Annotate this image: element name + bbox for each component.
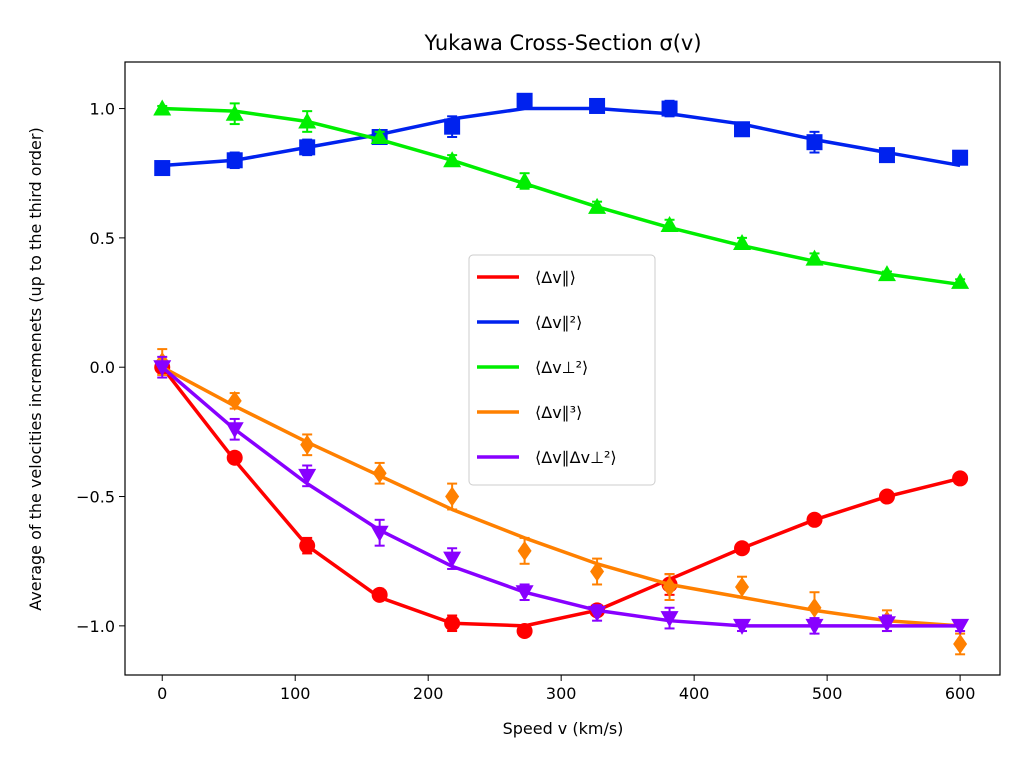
data-point-0 — [952, 470, 969, 487]
y-axis-label: Average of the velocities incremenets (u… — [26, 127, 45, 610]
plot-area: 0 100 200 300 400 500 600 −1.0 −0.5 0.0 0.5 1.0 — [76, 61, 1001, 703]
x-tick-label: 100 — [280, 684, 311, 703]
data-point-4 — [660, 611, 679, 628]
data-point-2 — [805, 249, 824, 266]
data-point-3 — [517, 540, 532, 561]
data-point-3 — [953, 633, 968, 654]
data-point-0 — [371, 586, 388, 603]
data-point-0 — [444, 615, 461, 632]
legend-label: ⟨Δv⊥²⟩ — [535, 358, 588, 377]
chart-title: Yukawa Cross-Section σ(v) — [423, 31, 701, 55]
data-point-1 — [806, 134, 823, 151]
y-tick-label: −0.5 — [76, 488, 115, 507]
series-line-0 — [160, 366, 961, 628]
data-point-4 — [588, 605, 607, 622]
data-point-1 — [154, 160, 171, 177]
data-point-3 — [372, 463, 387, 484]
data-point-2 — [951, 272, 970, 289]
data-point-2 — [588, 197, 607, 214]
data-point-4 — [805, 618, 824, 635]
y-tick-label: 0.0 — [90, 358, 115, 377]
data-point-1 — [952, 149, 969, 166]
legend-label: ⟨Δv∥⟩ — [535, 268, 576, 287]
x-tick-label: 600 — [945, 684, 976, 703]
data-point-3 — [300, 434, 315, 455]
x-tick-label: 500 — [812, 684, 843, 703]
series-line-1 — [162, 106, 961, 168]
data-point-3 — [590, 561, 605, 582]
x-tick-label: 400 — [679, 684, 710, 703]
data-point-4 — [443, 551, 462, 568]
axes-frame — [124, 61, 1001, 676]
x-tick-label: 300 — [546, 684, 577, 703]
data-point-2 — [660, 215, 679, 232]
data-point-3 — [227, 390, 242, 411]
y-tick-label: −1.0 — [76, 617, 115, 636]
x-tick-label: 0 — [157, 684, 167, 703]
data-point-1 — [444, 118, 461, 135]
data-point-2 — [443, 151, 462, 168]
series-line-3 — [161, 365, 961, 628]
data-point-1 — [226, 152, 243, 169]
data-point-0 — [806, 511, 823, 528]
data-point-4 — [153, 360, 172, 377]
data-point-2 — [225, 104, 244, 121]
data-point-0 — [878, 488, 895, 505]
data-point-4 — [298, 468, 317, 485]
data-point-2 — [298, 112, 317, 129]
data-point-4 — [370, 525, 389, 542]
legend-label: ⟨Δv∥Δv⊥²⟩ — [535, 448, 617, 467]
series-line-4 — [161, 365, 961, 628]
data-point-3 — [807, 597, 822, 618]
y-tick-label: 1.0 — [90, 100, 115, 119]
data-point-4 — [877, 616, 896, 633]
data-point-2 — [370, 128, 389, 145]
data-point-4 — [515, 585, 534, 602]
data-point-1 — [589, 97, 606, 114]
data-point-1 — [299, 139, 316, 156]
data-point-2 — [153, 99, 172, 116]
x-tick-label: 200 — [413, 684, 444, 703]
data-point-1 — [878, 147, 895, 164]
data-point-1 — [661, 100, 678, 117]
data-point-3 — [735, 577, 750, 598]
legend-box — [468, 254, 656, 486]
data-point-2 — [877, 265, 896, 282]
data-point-0 — [734, 540, 751, 557]
data-point-0 — [226, 449, 243, 466]
data-point-0 — [299, 537, 316, 554]
data-point-4 — [733, 618, 752, 635]
data-point-4 — [225, 422, 244, 439]
data-point-2 — [515, 171, 534, 188]
legend-label: ⟨Δv∥²⟩ — [535, 313, 582, 332]
data-point-2 — [733, 234, 752, 251]
series-line-2 — [162, 106, 961, 287]
data-point-1 — [734, 121, 751, 138]
data-point-3 — [662, 577, 677, 598]
legend-label: ⟨Δv∥³⟩ — [535, 403, 582, 422]
data-point-1 — [516, 92, 533, 109]
y-tick-label: 0.5 — [90, 229, 115, 248]
data-point-0 — [516, 623, 533, 640]
legend: ⟨Δv∥⟩ ⟨Δv∥²⟩ ⟨Δv⊥²⟩ ⟨Δv∥³⟩ ⟨Δv∥Δv⊥²⟩ — [468, 254, 656, 486]
data-point-4 — [951, 618, 970, 635]
x-axis-label: Speed v (km/s) — [503, 719, 624, 738]
data-point-3 — [445, 486, 460, 507]
